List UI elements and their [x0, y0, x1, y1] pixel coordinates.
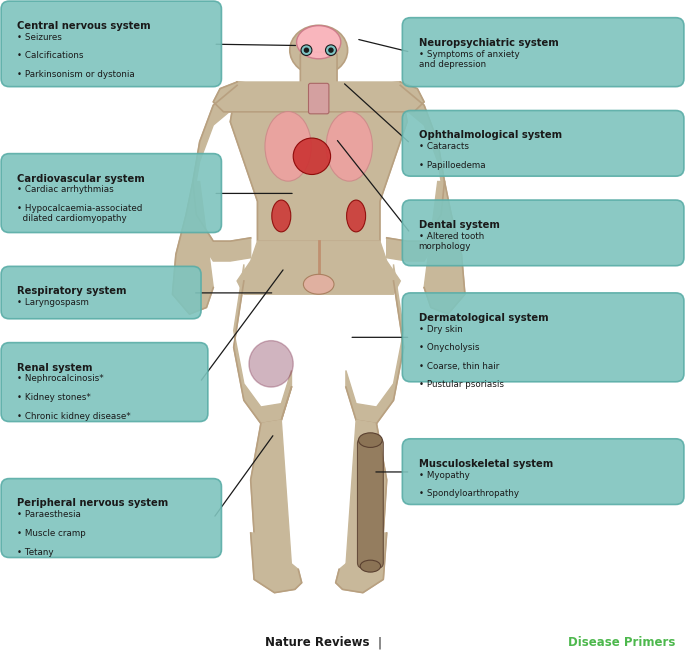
Text: Dermatological system: Dermatological system: [419, 313, 548, 323]
Ellipse shape: [249, 341, 293, 387]
FancyBboxPatch shape: [1, 479, 221, 558]
FancyBboxPatch shape: [402, 200, 684, 265]
FancyBboxPatch shape: [1, 266, 201, 319]
Polygon shape: [387, 85, 445, 261]
Text: Disease Primers: Disease Primers: [569, 636, 675, 649]
Ellipse shape: [347, 200, 366, 232]
Text: • Spondyloarthropathy: • Spondyloarthropathy: [419, 489, 519, 498]
Ellipse shape: [272, 200, 291, 232]
Circle shape: [329, 48, 333, 52]
Text: Neuropsychiatric system: Neuropsychiatric system: [419, 37, 558, 47]
Polygon shape: [346, 264, 403, 424]
Ellipse shape: [265, 111, 311, 181]
Text: • Papilloedema: • Papilloedema: [419, 161, 485, 170]
Polygon shape: [346, 420, 387, 573]
Text: • Seizures: • Seizures: [17, 33, 62, 42]
Text: Nature Reviews: Nature Reviews: [265, 636, 370, 649]
Text: Renal system: Renal system: [17, 363, 93, 373]
Text: • Kidney stones*: • Kidney stones*: [17, 393, 91, 402]
Text: Cardiovascular system: Cardiovascular system: [17, 173, 145, 183]
Text: Respiratory system: Respiratory system: [17, 286, 127, 296]
FancyBboxPatch shape: [1, 153, 221, 233]
Polygon shape: [173, 181, 213, 314]
Text: • Chronic kidney disease*: • Chronic kidney disease*: [17, 412, 131, 421]
Text: • Calcifications: • Calcifications: [17, 51, 84, 61]
Polygon shape: [251, 420, 292, 573]
Text: • Laryngospasm: • Laryngospasm: [17, 298, 89, 307]
Text: • Cataracts: • Cataracts: [419, 142, 469, 151]
Text: Central nervous system: Central nervous system: [17, 21, 151, 31]
FancyBboxPatch shape: [1, 343, 208, 422]
Polygon shape: [237, 241, 400, 294]
Text: • Parkinsonism or dystonia: • Parkinsonism or dystonia: [17, 70, 135, 79]
FancyBboxPatch shape: [402, 111, 684, 176]
Text: Dental system: Dental system: [419, 220, 499, 230]
FancyBboxPatch shape: [402, 439, 684, 504]
Text: • Myopathy: • Myopathy: [419, 471, 469, 480]
Text: Ophthalmological system: Ophthalmological system: [419, 131, 562, 141]
Polygon shape: [251, 533, 301, 593]
Text: • Dry skin: • Dry skin: [419, 325, 462, 334]
Ellipse shape: [293, 138, 331, 175]
Ellipse shape: [358, 433, 382, 448]
Ellipse shape: [360, 560, 381, 572]
Text: • Altered tooth
morphology: • Altered tooth morphology: [419, 232, 484, 251]
Polygon shape: [336, 533, 387, 593]
FancyBboxPatch shape: [358, 438, 384, 568]
Circle shape: [304, 48, 308, 52]
Text: • Paraesthesia: • Paraesthesia: [17, 510, 82, 520]
Text: • Nephrocalcinosis*: • Nephrocalcinosis*: [17, 374, 104, 384]
Polygon shape: [234, 264, 292, 424]
Circle shape: [301, 45, 312, 55]
Circle shape: [325, 45, 336, 55]
Text: Musculoskeletal system: Musculoskeletal system: [419, 459, 553, 469]
Ellipse shape: [297, 25, 341, 59]
FancyBboxPatch shape: [1, 1, 221, 87]
Text: • Pustular psoriasis: • Pustular psoriasis: [419, 380, 503, 390]
FancyBboxPatch shape: [402, 17, 684, 87]
Text: • Cardiac arrhythmias: • Cardiac arrhythmias: [17, 185, 114, 195]
FancyBboxPatch shape: [308, 83, 329, 114]
Text: • Tetany: • Tetany: [17, 548, 54, 556]
Text: • Coarse, thin hair: • Coarse, thin hair: [419, 362, 499, 371]
Text: |: |: [378, 636, 382, 649]
Text: Peripheral nervous system: Peripheral nervous system: [17, 498, 169, 508]
Ellipse shape: [303, 274, 334, 294]
Ellipse shape: [326, 111, 373, 181]
FancyBboxPatch shape: [402, 293, 684, 382]
Polygon shape: [193, 85, 251, 261]
FancyBboxPatch shape: [300, 52, 337, 89]
Text: • Hypocalcaemia-associated
  dilated cardiomyopathy: • Hypocalcaemia-associated dilated cardi…: [17, 204, 142, 223]
Text: • Symptoms of anxiety
and depression: • Symptoms of anxiety and depression: [419, 49, 519, 69]
Polygon shape: [230, 82, 407, 241]
Ellipse shape: [290, 25, 347, 75]
Text: • Onycholysis: • Onycholysis: [419, 344, 479, 352]
Polygon shape: [424, 181, 465, 314]
Text: • Muscle cramp: • Muscle cramp: [17, 529, 86, 538]
Polygon shape: [213, 82, 424, 112]
